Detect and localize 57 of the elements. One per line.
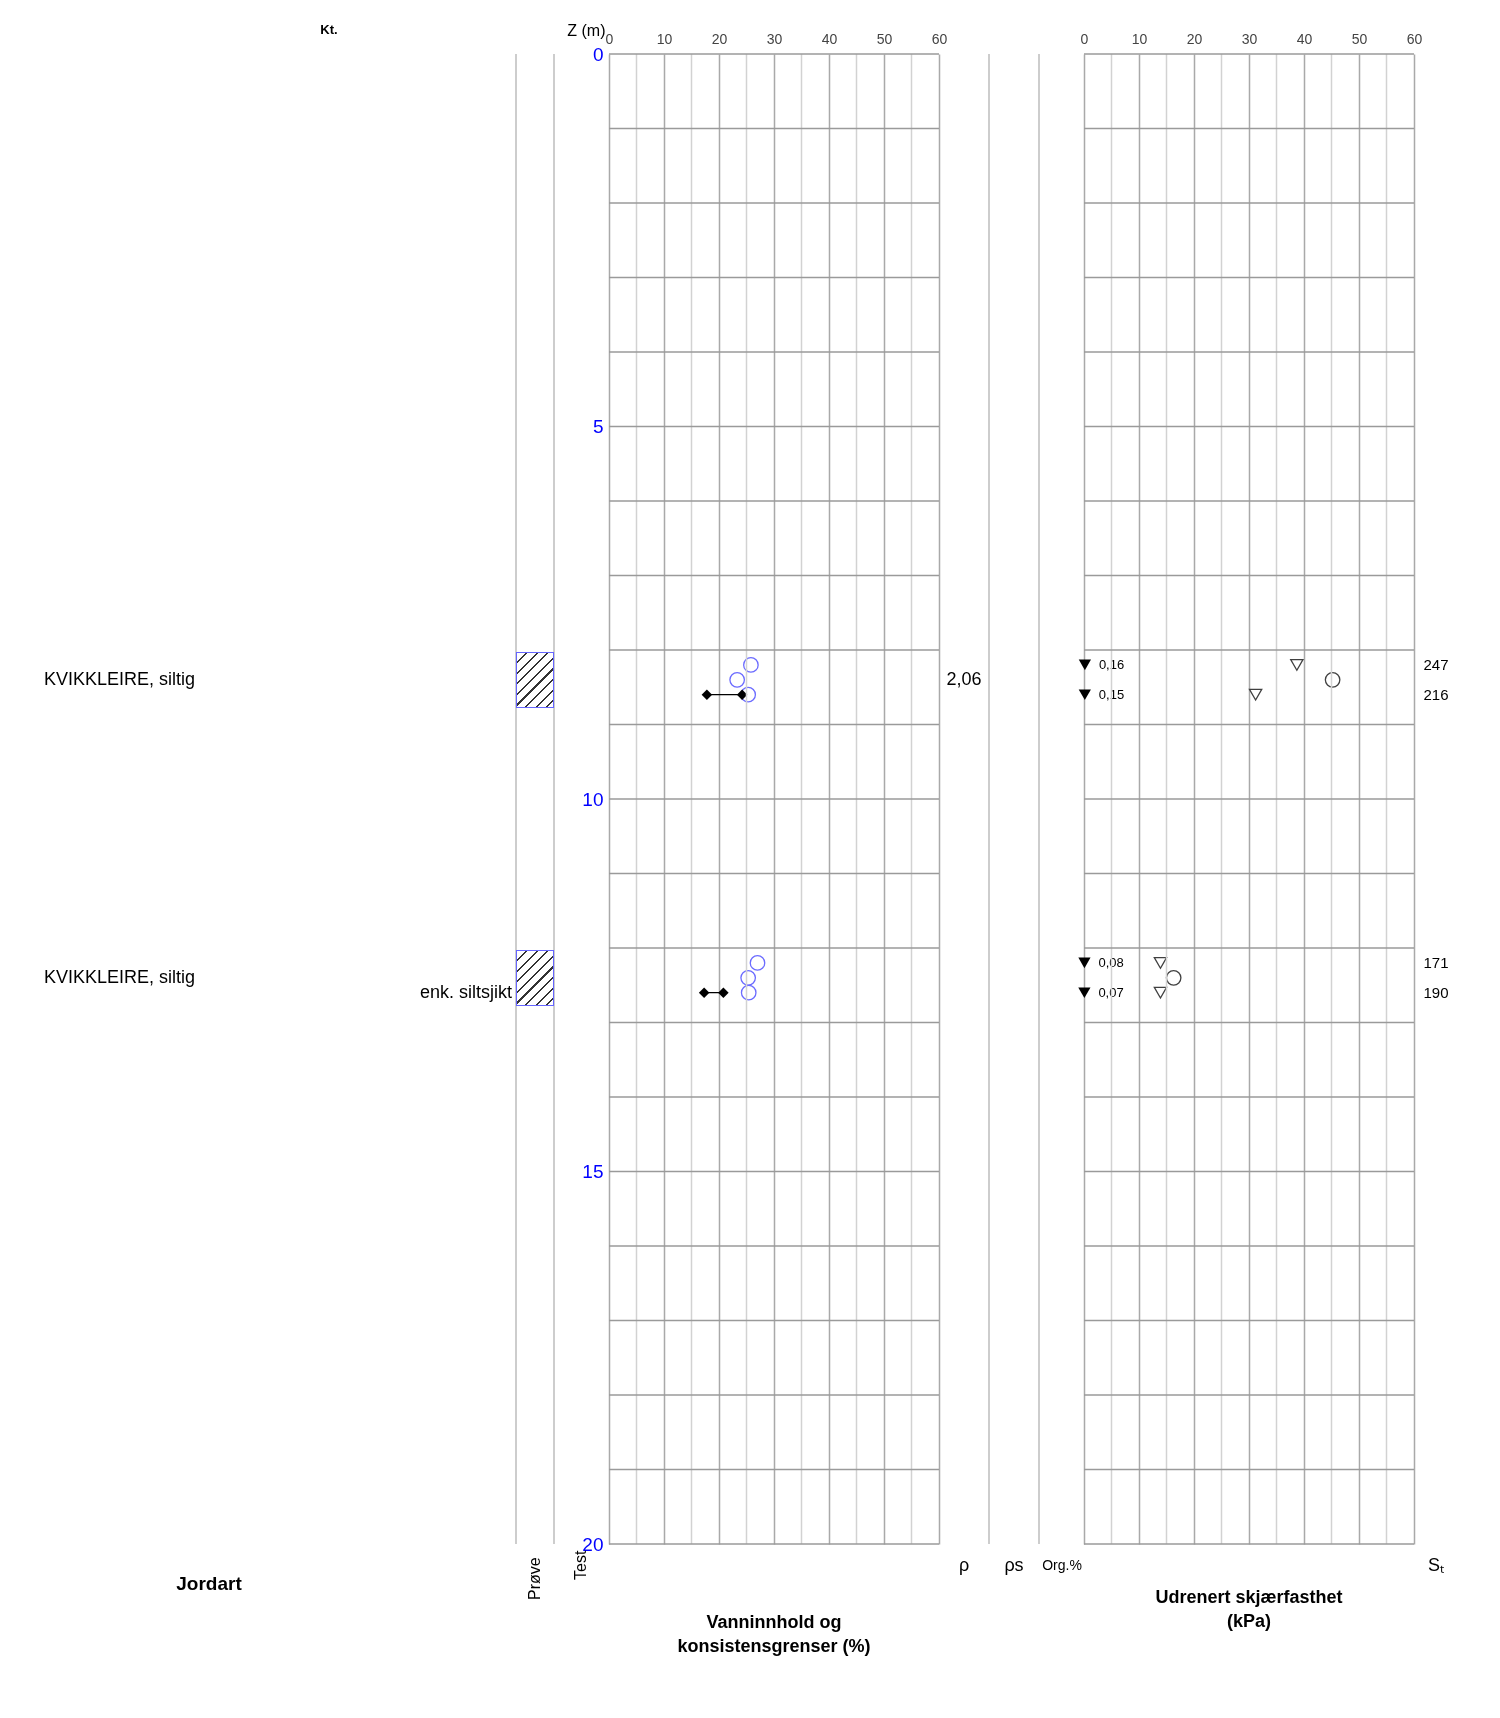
point [729,671,746,688]
x-axis-title: Udrenert skjærfasthet (kPa) [1155,1587,1343,1631]
x-tick-label: 60 [931,30,948,47]
text: 2,06 [946,668,982,689]
point [743,657,759,673]
text: Kt. [320,22,338,37]
point [1153,986,1168,999]
y-tick-label: 15 [582,1161,604,1182]
x-tick-label: 60 [1406,30,1423,47]
text: enk. siltsjikt [419,981,512,1002]
point [698,987,710,998]
annotation: 0,15 [1098,686,1125,702]
point [718,987,729,998]
point [736,689,748,700]
x-tick-label: 20 [711,30,728,47]
x-tick-label: 50 [1351,30,1368,47]
annotation: 0,16 [1098,656,1125,672]
x-tick-label: 20 [1186,30,1203,47]
point [1324,671,1341,688]
x-axis-title: Vanninnhold og konsistensgrenser (%) [677,1612,871,1656]
text: Org.% [1042,1557,1082,1573]
text: Test [572,1550,589,1580]
x-tick-label: 30 [1241,30,1258,47]
point [749,955,766,971]
y-tick-label: 5 [592,416,604,437]
text: KVIKKLEIRE, siltig [44,966,196,987]
text: Sₜ [1427,1555,1445,1575]
text: 247 [1423,655,1449,673]
x-tick-label: 50 [876,30,893,47]
text: 216 [1423,685,1449,703]
text: KVIKKLEIRE, siltig [44,668,196,689]
point [1078,957,1091,969]
text: 171 [1423,953,1449,971]
point [740,969,757,986]
text: ρ [958,1555,970,1575]
x-tick-label: 30 [766,30,783,47]
text: 190 [1423,983,1449,1001]
point [1078,987,1091,998]
point [701,689,713,700]
x-tick-label: 0 [1080,30,1089,47]
annotation: 0,08 [1098,954,1124,970]
x-tick-label: 10 [656,30,673,47]
x-tick-label: 40 [821,30,838,47]
text: Jordart [176,1573,243,1594]
point [1078,689,1091,700]
x-tick-label: 40 [1296,30,1313,47]
y-tick-label: 10 [582,788,604,810]
point [1165,969,1182,986]
point [1290,658,1304,671]
point [1078,659,1091,671]
x-tick-label: 10 [1131,30,1148,47]
text: Prøve [526,1557,543,1600]
point [1248,688,1263,701]
point [1153,956,1168,969]
y-axis-title: Z (m) [567,21,606,39]
point [740,984,757,1001]
text: ρs [1004,1555,1024,1575]
